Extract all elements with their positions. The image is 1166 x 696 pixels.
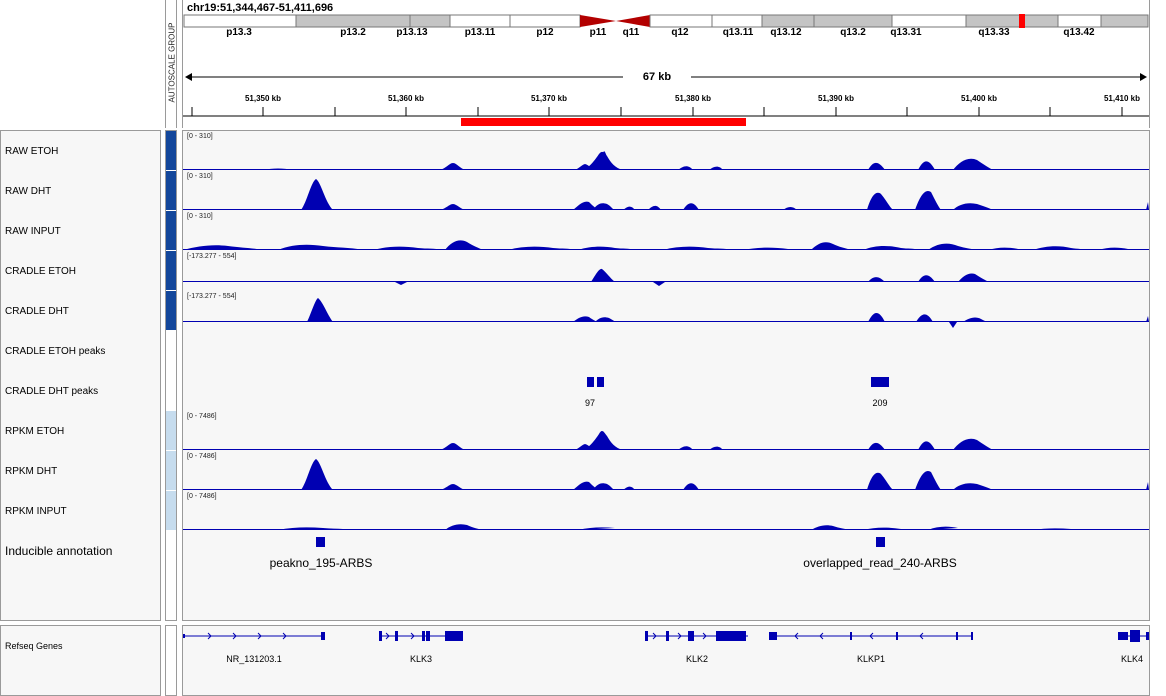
track-name-panel <box>0 130 161 621</box>
header-name-panel <box>0 0 161 128</box>
track-name-cradle-etoh-peaks[interactable]: CRADLE ETOH peaks <box>5 346 106 357</box>
track-name-raw-dht[interactable]: RAW DHT <box>5 186 52 197</box>
ruler-tick-label: 51,370 kb <box>530 94 568 103</box>
cytoband-label: p11 <box>589 27 607 38</box>
gene-klkp1 <box>769 632 973 640</box>
track-cradle-dht <box>183 298 1149 328</box>
track-cradle-etoh <box>183 268 1149 286</box>
track-cradle-dht-peaks <box>587 377 889 387</box>
gene-label: KLK4 <box>1120 654 1144 664</box>
peak-block <box>597 377 604 387</box>
gene-klk4 <box>1118 630 1149 642</box>
data-range: [0 - 7486] <box>187 453 217 460</box>
ideogram-bands <box>183 14 1149 28</box>
peak-block <box>587 377 594 387</box>
cytoband-label: q12 <box>671 27 689 38</box>
inducible-feature-block[interactable] <box>876 537 885 547</box>
cytoband-label: p12 <box>536 27 554 38</box>
ruler-tick-label: 51,350 kb <box>244 94 282 103</box>
track-name-rpkm-dht[interactable]: RPKM DHT <box>5 466 58 477</box>
gene-nr-131203 <box>183 632 325 640</box>
track-name-rpkm-etoh[interactable]: RPKM ETOH <box>5 426 65 437</box>
gene-label: KLK2 <box>685 654 709 664</box>
attribute-cell[interactable] <box>166 211 176 250</box>
cytoband-label: q13.11 <box>722 27 754 38</box>
inducible-feature-label: peakno_195-ARBS <box>269 556 373 570</box>
cytoband-label: q11 <box>622 27 640 38</box>
track-raw-dht <box>183 179 1149 210</box>
track-name-cradle-dht-peaks[interactable]: CRADLE DHT peaks <box>5 386 99 397</box>
cytoband-label: p13.13 <box>396 27 428 38</box>
attribute-header-column[interactable]: AUTOSCALE GROUP <box>165 0 177 128</box>
ruler-tick-label: 51,380 kb <box>674 94 712 103</box>
peak-label: 97 <box>584 398 596 408</box>
header-panel: chr19:51,344,467-51,411,696 p13.3 p13.2 … <box>182 0 1150 128</box>
track-name-inducible-annotation[interactable]: Inducible annotation <box>5 544 113 558</box>
track-name-raw-input[interactable]: RAW INPUT <box>5 226 61 237</box>
inducible-feature-block[interactable] <box>316 537 325 547</box>
data-range: [-173.277 - 554] <box>187 293 237 300</box>
track-name-refseq-genes[interactable]: Refseq Genes <box>5 641 63 651</box>
cytoband-label: q13.31 <box>890 27 922 38</box>
ruler-tick-label: 51,410 kb <box>1103 94 1141 103</box>
data-panel[interactable] <box>182 130 1150 621</box>
signal-tracks[interactable] <box>183 130 1149 530</box>
cytoband-label: p13.11 <box>464 27 496 38</box>
attribute-cell[interactable] <box>166 251 176 290</box>
attribute-cell[interactable] <box>166 491 176 530</box>
cytoband-label: p13.2 <box>340 27 366 38</box>
ruler-tick-label: 51,400 kb <box>960 94 998 103</box>
refseq-attribute-panel <box>165 625 177 696</box>
track-rpkm-etoh <box>183 430 1149 450</box>
ruler[interactable] <box>183 98 1149 128</box>
gene-klk2 <box>645 631 748 641</box>
gene-label: NR_131203.1 <box>226 654 282 664</box>
span-label: 67 kb <box>642 71 672 83</box>
cytoband-label: p13.3 <box>226 27 252 38</box>
cytoband-label: q13.12 <box>770 27 802 38</box>
attribute-header-label: AUTOSCALE GROUP <box>167 22 177 103</box>
cytoband-label: q13.42 <box>1063 27 1095 38</box>
locus-label[interactable]: chr19:51,344,467-51,411,696 <box>187 2 334 14</box>
data-range: [0 - 310] <box>187 213 213 220</box>
region-of-interest <box>461 118 746 126</box>
span-arrow <box>185 73 1147 81</box>
track-name-cradle-etoh[interactable]: CRADLE ETOH <box>5 266 76 277</box>
gene-label: KLKP1 <box>856 654 886 664</box>
data-range: [0 - 7486] <box>187 413 217 420</box>
track-name-rpkm-input[interactable]: RPKM INPUT <box>5 506 67 517</box>
gene-label: KLK3 <box>409 654 433 664</box>
track-name-raw-etoh[interactable]: RAW ETOH <box>5 146 59 157</box>
data-range: [0 - 7486] <box>187 493 217 500</box>
attribute-cell[interactable] <box>166 411 176 450</box>
ruler-tick-label: 51,390 kb <box>817 94 855 103</box>
refseq-name-panel <box>0 625 161 696</box>
attribute-cell[interactable] <box>166 451 176 490</box>
attribute-cell[interactable] <box>166 171 176 210</box>
data-range: [-173.277 - 554] <box>187 253 237 260</box>
cytoband-label: q13.33 <box>978 27 1010 38</box>
attribute-cell[interactable] <box>166 131 176 170</box>
track-raw-etoh <box>183 151 1149 170</box>
refseq-gene-track[interactable] <box>183 622 1149 652</box>
cytoband-label: q13.2 <box>840 27 866 38</box>
track-rpkm-dht <box>183 459 1149 490</box>
data-range: [0 - 310] <box>187 173 213 180</box>
peak-block <box>871 377 889 387</box>
attribute-cell[interactable] <box>166 291 176 330</box>
gene-klk3 <box>379 631 463 641</box>
data-range: [0 - 310] <box>187 133 213 140</box>
ideogram[interactable] <box>183 14 1149 30</box>
ruler-tick-label: 51,360 kb <box>387 94 425 103</box>
peak-label: 209 <box>872 398 888 408</box>
ideogram-current-region <box>1019 14 1025 28</box>
track-name-cradle-dht[interactable]: CRADLE DHT <box>5 306 69 317</box>
track-raw-input <box>183 240 1149 250</box>
inducible-feature-label: overlapped_read_240-ARBS <box>803 556 957 570</box>
track-rpkm-input <box>183 524 1149 530</box>
